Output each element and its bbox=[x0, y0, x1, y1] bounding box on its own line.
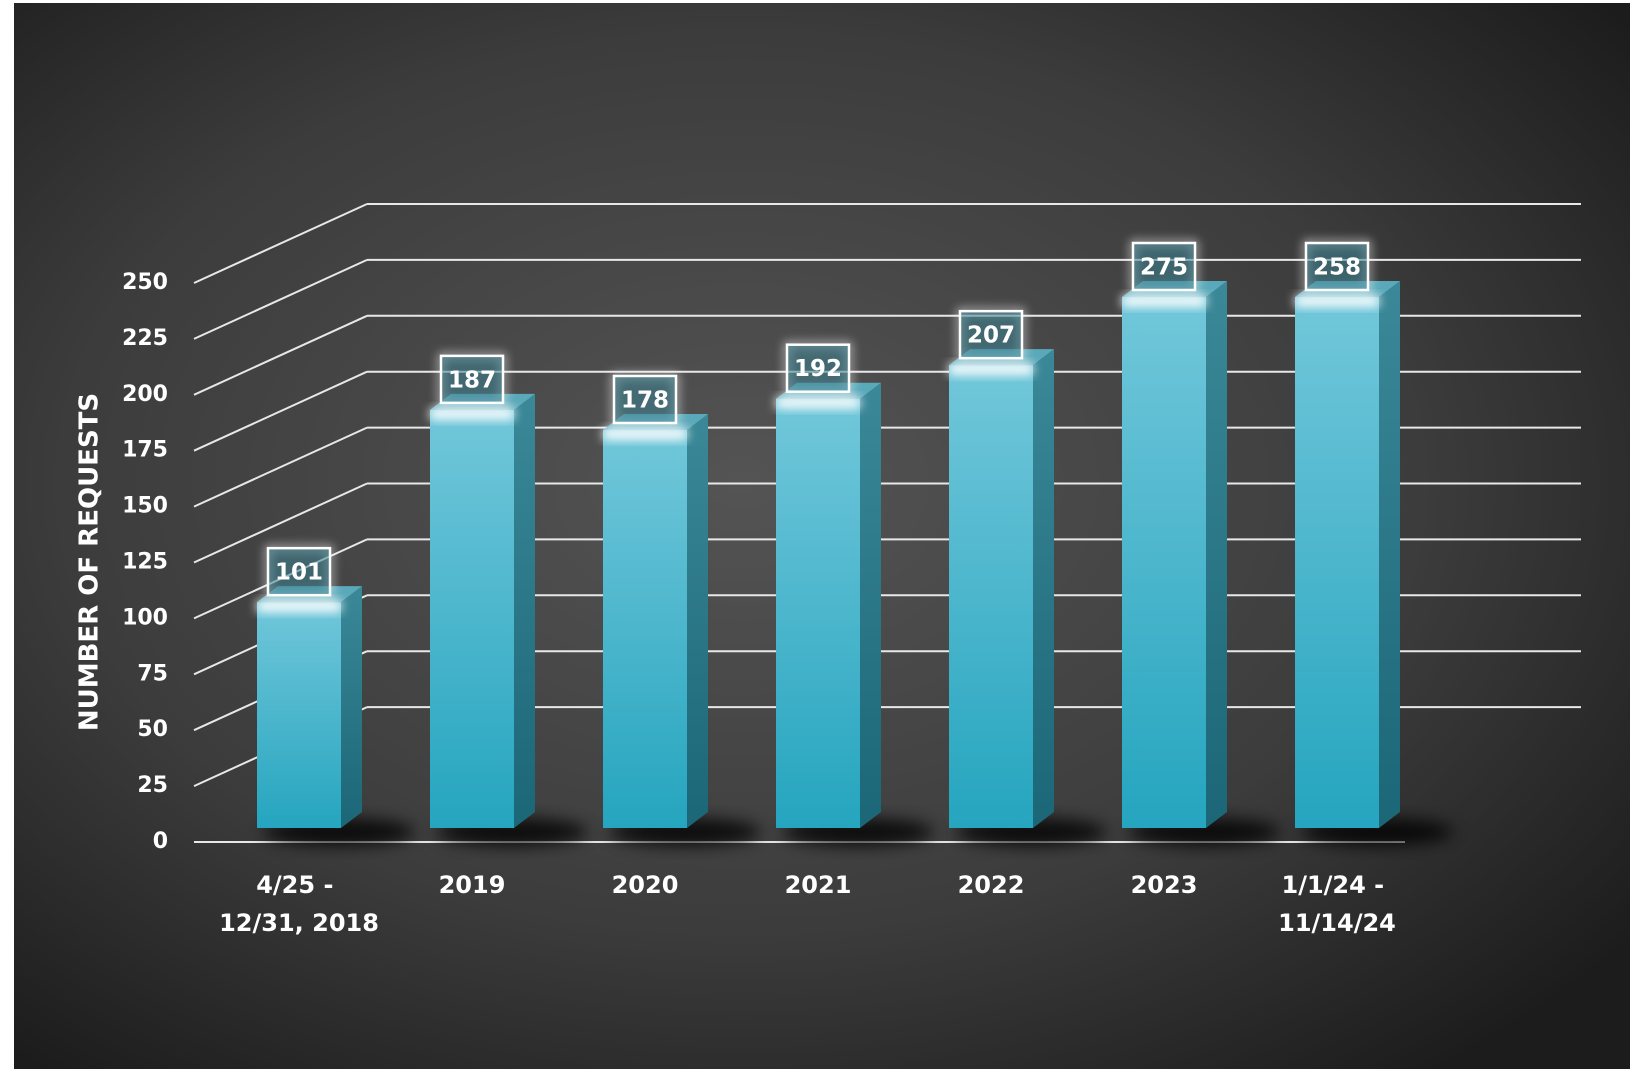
value-box bbox=[439, 354, 505, 405]
bar bbox=[949, 349, 1054, 828]
y-tick-label: 175 bbox=[122, 438, 168, 463]
value-label: 101 bbox=[275, 560, 323, 586]
bar-side bbox=[341, 586, 362, 828]
x-tick-label: 2021 bbox=[785, 871, 852, 899]
value-box bbox=[1304, 241, 1370, 292]
y-tick-label: 150 bbox=[122, 494, 168, 519]
bar-side bbox=[687, 413, 708, 828]
y-tick-label: 250 bbox=[122, 270, 168, 295]
grid-diagonal bbox=[193, 370, 368, 452]
bar-highlight bbox=[257, 600, 341, 613]
x-tick-label: 1/1/24 - 11/14/24 bbox=[1278, 871, 1396, 937]
grid-diagonal bbox=[193, 203, 368, 284]
grid-line bbox=[193, 258, 1581, 340]
y-tick-label: 50 bbox=[137, 717, 168, 742]
value-label: 187 bbox=[448, 367, 496, 393]
y-tick-label: 200 bbox=[122, 382, 168, 407]
value-label: 258 bbox=[1313, 255, 1361, 281]
bar-highlight bbox=[776, 396, 860, 409]
value-box bbox=[1131, 241, 1197, 292]
grid-line bbox=[193, 203, 1581, 284]
bar-front bbox=[1122, 297, 1206, 828]
y-axis-title: NUMBER OF REQUESTS bbox=[75, 393, 105, 731]
y-tick-label: 75 bbox=[137, 661, 168, 686]
y-tick-label: 0 bbox=[153, 829, 168, 854]
y-tick-label: 125 bbox=[122, 550, 168, 575]
bar-highlight bbox=[1122, 295, 1206, 307]
x-tick-label: 4/25 - 12/31, 2018 bbox=[219, 871, 379, 937]
bar bbox=[603, 413, 708, 828]
grid-diagonal bbox=[193, 426, 368, 508]
bar-front bbox=[1295, 297, 1379, 828]
bar-front bbox=[603, 429, 687, 828]
bar-highlight bbox=[603, 427, 687, 440]
value-label: 275 bbox=[1140, 255, 1188, 281]
bar bbox=[257, 586, 362, 828]
x-tick-label: 2019 bbox=[439, 871, 506, 899]
bar-front bbox=[949, 365, 1033, 828]
bar-side bbox=[860, 382, 881, 828]
value-box bbox=[612, 374, 678, 425]
x-tick-label: 2020 bbox=[612, 871, 679, 899]
y-tick-label: 100 bbox=[122, 605, 168, 630]
y-tick-label: 25 bbox=[137, 773, 168, 798]
bar-side bbox=[514, 393, 535, 828]
grid-diagonal bbox=[193, 258, 368, 340]
bar bbox=[776, 382, 881, 828]
value-box bbox=[785, 343, 851, 393]
bar bbox=[430, 393, 535, 828]
bar-highlight bbox=[949, 363, 1033, 376]
y-tick-label: 225 bbox=[122, 326, 168, 351]
x-tick-label: 2023 bbox=[1131, 871, 1198, 899]
bar-side bbox=[1379, 281, 1400, 828]
bar-side bbox=[1206, 281, 1227, 828]
value-box bbox=[958, 309, 1024, 360]
grid-diagonal bbox=[193, 314, 368, 396]
bar-front bbox=[257, 602, 341, 828]
bar-highlight bbox=[430, 407, 514, 420]
grid-diagonal bbox=[193, 482, 368, 564]
bar-front bbox=[776, 398, 860, 828]
value-label: 192 bbox=[794, 356, 842, 382]
bar-side bbox=[1033, 349, 1054, 828]
bar-highlight bbox=[1295, 295, 1379, 307]
value-box bbox=[266, 546, 332, 597]
bar-front bbox=[430, 409, 514, 828]
value-label: 207 bbox=[967, 323, 1015, 349]
value-label: 178 bbox=[621, 387, 669, 413]
bar bbox=[1295, 281, 1400, 828]
x-tick-label: 2022 bbox=[958, 871, 1025, 899]
bar bbox=[1122, 281, 1227, 828]
